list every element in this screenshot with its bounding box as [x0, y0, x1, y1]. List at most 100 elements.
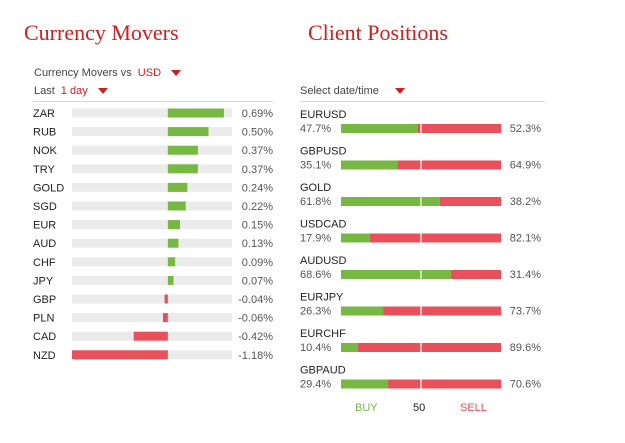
- movers-category-label: EUR: [33, 220, 56, 232]
- positions-pair-label: GOLD: [300, 182, 331, 194]
- positions-pair-label: EURUSD: [300, 109, 347, 121]
- movers-category-label: PLN: [33, 313, 54, 325]
- movers-bar: [167, 182, 188, 192]
- positions-sell-bar: [439, 197, 501, 206]
- positions-sell-bar: [397, 160, 501, 170]
- movers-category-label: ZAR: [33, 108, 55, 120]
- movers-track: [72, 127, 232, 137]
- movers-track: [72, 294, 232, 304]
- movers-vs-value[interactable]: USD: [137, 67, 162, 79]
- movers-value-label: 0.22%: [242, 201, 273, 213]
- movers-track: [72, 201, 232, 211]
- positions-buy-bar: [341, 197, 440, 206]
- positions-buy-bar: [341, 270, 451, 279]
- movers-value-label: 0.50%: [242, 127, 273, 139]
- movers-bar: [167, 164, 198, 174]
- positions-pair-label: EURJPY: [300, 292, 344, 304]
- positions-buy-label: 61.8%: [300, 196, 331, 208]
- movers-divider: [33, 101, 273, 102]
- movers-value-label: -0.06%: [238, 313, 273, 325]
- movers-vs-control[interactable]: Currency Movers vs USD: [34, 67, 182, 79]
- client-positions-title: Client Positions: [308, 20, 448, 45]
- movers-category-label: NZD: [33, 350, 56, 362]
- movers-bar: [164, 294, 168, 304]
- positions-buy-bar: [341, 124, 418, 133]
- movers-track: [72, 108, 232, 118]
- movers-track: [72, 275, 232, 285]
- movers-value-label: 0.69%: [242, 108, 273, 120]
- movers-bar: [167, 145, 198, 155]
- movers-bar: [167, 238, 179, 248]
- movers-value-label: 0.15%: [242, 220, 273, 232]
- positions-buy-label: 26.3%: [300, 306, 331, 318]
- movers-bar: [162, 313, 168, 323]
- currency-movers-title: Currency Movers: [24, 20, 179, 45]
- positions-sell-label: 64.9%: [510, 160, 541, 172]
- positions-sell-bar: [417, 124, 501, 133]
- positions-sell-bar: [450, 270, 501, 279]
- positions-sell-label: 89.6%: [510, 342, 541, 354]
- movers-value-label: 0.37%: [242, 164, 273, 176]
- movers-bar: [167, 220, 181, 230]
- movers-value-label: -1.18%: [238, 350, 273, 362]
- movers-track: [72, 238, 232, 248]
- positions-buy-label: 47.7%: [300, 123, 331, 135]
- movers-track: [72, 220, 232, 230]
- movers-period-value[interactable]: 1 day: [60, 85, 88, 97]
- movers-value-label: -0.42%: [238, 331, 273, 343]
- positions-sell-label: 52.3%: [510, 123, 541, 135]
- positions-sell-label: 38.2%: [510, 196, 541, 208]
- positions-sell-bar: [369, 233, 501, 243]
- positions-buy-label: 29.4%: [300, 379, 331, 391]
- positions-pair-label: USDCAD: [300, 219, 347, 231]
- movers-bar: [167, 127, 209, 137]
- movers-category-label: SGD: [33, 201, 57, 213]
- movers-category-label: CHF: [33, 257, 56, 269]
- positions-date-label: Select date/time: [300, 85, 379, 97]
- movers-value-label: -0.04%: [238, 294, 273, 306]
- positions-pair-label: GBPUSD: [300, 146, 347, 158]
- positions-pair-label: EURCHF: [300, 328, 346, 340]
- movers-track: [72, 313, 232, 323]
- movers-value-label: 0.13%: [242, 238, 273, 250]
- positions-buy-label: 35.1%: [300, 160, 331, 172]
- movers-value-label: 0.09%: [242, 257, 273, 269]
- movers-track: [72, 164, 232, 174]
- positions-date-control[interactable]: Select date/time: [300, 85, 405, 97]
- legend-buy: BUY: [355, 402, 378, 414]
- positions-divider: [300, 101, 545, 102]
- movers-category-label: NOK: [33, 145, 58, 157]
- positions-sell-label: 73.7%: [510, 306, 541, 318]
- movers-category-label: RUB: [33, 127, 56, 139]
- positions-buy-label: 68.6%: [300, 269, 331, 281]
- chevron-down-icon[interactable]: [171, 70, 182, 77]
- positions-buy-bar: [341, 379, 389, 389]
- positions-buy-bar: [341, 343, 358, 352]
- movers-track: [72, 145, 232, 155]
- movers-vs-label: Currency Movers vs: [34, 67, 132, 79]
- chevron-down-icon[interactable]: [394, 88, 405, 95]
- movers-bar: [133, 331, 168, 341]
- movers-track: [72, 257, 232, 267]
- movers-category-label: TRY: [33, 164, 55, 176]
- positions-sell-label: 31.4%: [510, 269, 541, 281]
- chevron-down-icon[interactable]: [97, 88, 108, 95]
- movers-period-control[interactable]: Last 1 day: [34, 85, 108, 97]
- positions-sell-label: 70.6%: [510, 379, 541, 391]
- positions-sell-bar: [383, 306, 501, 316]
- movers-bar: [167, 275, 174, 285]
- positions-pair-label: GBPAUD: [300, 365, 346, 377]
- positions-pair-label: AUDUSD: [300, 255, 347, 267]
- legend-midpoint: 50: [413, 402, 426, 414]
- movers-bar: [167, 201, 186, 211]
- movers-period-label: Last: [34, 85, 55, 97]
- legend-sell: SELL: [460, 402, 487, 414]
- positions-sell-bar: [388, 379, 501, 389]
- movers-category-label: AUD: [33, 238, 56, 250]
- positions-buy-bar: [341, 233, 370, 243]
- movers-bar: [72, 350, 168, 360]
- movers-bar: [167, 257, 176, 267]
- positions-buy-label: 10.4%: [300, 342, 331, 354]
